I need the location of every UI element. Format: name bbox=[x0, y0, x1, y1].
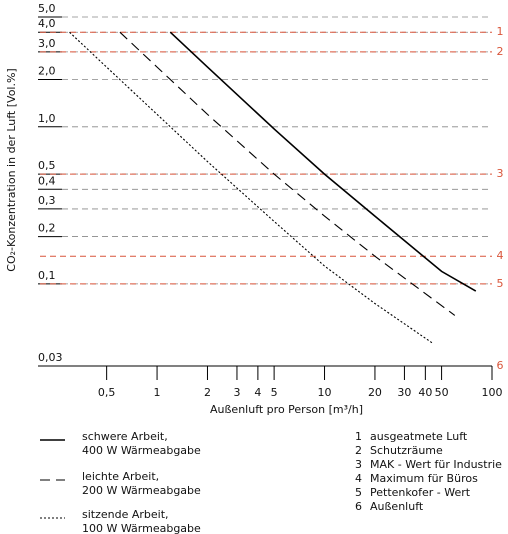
y-tick-label: 0,4 bbox=[38, 174, 56, 187]
x-tick-label: 30 bbox=[397, 386, 411, 399]
y-axis-title: CO₂-Konzentration in der Luft [Vol.%] bbox=[5, 68, 18, 271]
reference-label: 3 bbox=[497, 167, 504, 180]
y-tick-label: 0,3 bbox=[38, 194, 56, 207]
legend-label: 400 W Wärmeabgabe bbox=[82, 444, 201, 457]
x-axis-title: Außenluft pro Person [m³/h] bbox=[210, 403, 363, 416]
reference-legend-text: Schutzräume bbox=[370, 444, 443, 457]
reference-legend-text: Außenluft bbox=[370, 500, 424, 513]
reference-legend-number: 6 bbox=[355, 500, 362, 513]
x-tick-label: 10 bbox=[318, 386, 332, 399]
x-tick-label: 50 bbox=[435, 386, 449, 399]
reference-label: 2 bbox=[497, 45, 504, 58]
x-tick-label: 20 bbox=[368, 386, 382, 399]
reference-legend-text: Pettenkofer - Wert bbox=[370, 486, 471, 499]
reference-legend-number: 5 bbox=[355, 486, 362, 499]
legend-label: schwere Arbeit, bbox=[82, 430, 168, 443]
x-tick-label: 4 bbox=[254, 386, 261, 399]
series-line bbox=[119, 31, 456, 316]
legend-label: 200 W Wärmeabgabe bbox=[82, 484, 201, 497]
x-tick-label: 3 bbox=[233, 386, 240, 399]
x-tick-label: 100 bbox=[482, 386, 503, 399]
x-tick-label: 0,5 bbox=[98, 386, 116, 399]
reference-label: 6 bbox=[497, 359, 504, 372]
y-tick-label: 0,2 bbox=[38, 222, 56, 235]
reference-legend-number: 4 bbox=[355, 472, 362, 485]
reference-legend-text: MAK - Wert für Industrie bbox=[370, 458, 502, 471]
x-tick-label: 2 bbox=[204, 386, 211, 399]
y-tick-label: 5,0 bbox=[38, 2, 56, 15]
y-tick-label: 0,5 bbox=[38, 159, 56, 172]
y-tick-label: 4,0 bbox=[38, 17, 56, 30]
series-line bbox=[169, 31, 477, 292]
reference-legend-number: 1 bbox=[355, 430, 362, 443]
y-tick-label: 1,0 bbox=[38, 112, 56, 125]
y-tick-label: 3,0 bbox=[38, 37, 56, 50]
reference-legend-text: ausgeatmete Luft bbox=[370, 430, 468, 443]
x-tick-label: 1 bbox=[154, 386, 161, 399]
x-tick-label: 5 bbox=[271, 386, 278, 399]
y-tick-label: 0,1 bbox=[38, 269, 56, 282]
y-tick-label: 2,0 bbox=[38, 65, 56, 78]
legend-label: 100 W Wärmeabgabe bbox=[82, 522, 201, 534]
x-tick-label: 40 bbox=[418, 386, 432, 399]
legend-label: leichte Arbeit, bbox=[82, 470, 159, 483]
reference-label: 1 bbox=[497, 25, 504, 38]
reference-label: 5 bbox=[497, 277, 504, 290]
reference-legend-number: 3 bbox=[355, 458, 362, 471]
reference-label: 4 bbox=[497, 249, 504, 262]
series-line bbox=[69, 31, 433, 344]
y-tick-label: 0,03 bbox=[38, 351, 63, 364]
reference-legend-text: Maximum für Büros bbox=[370, 472, 478, 485]
legend-label: sitzende Arbeit, bbox=[82, 508, 169, 521]
reference-legend-number: 2 bbox=[355, 444, 362, 457]
